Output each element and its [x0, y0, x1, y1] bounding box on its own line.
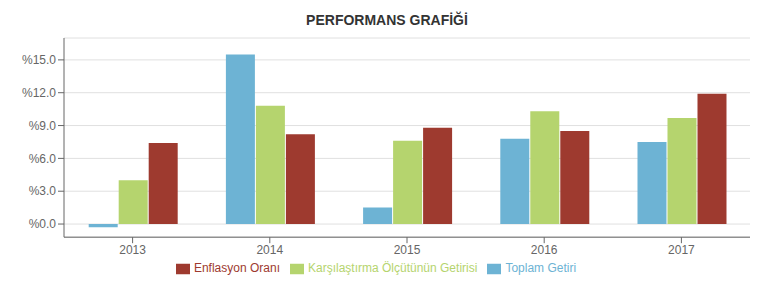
svg-text:%0.0: %0.0: [29, 217, 57, 231]
svg-text:%15.0: %15.0: [22, 53, 56, 67]
svg-text:2015: 2015: [394, 243, 421, 257]
svg-text:%9.0: %9.0: [29, 119, 57, 133]
svg-text:%6.0: %6.0: [29, 152, 57, 166]
svg-text:%12.0: %12.0: [22, 86, 56, 100]
svg-text:2014: 2014: [256, 243, 283, 257]
svg-text:2017: 2017: [668, 243, 695, 257]
html-text:Karşılaştırma Ölçütünün Getiri: Karşılaştırma Ölçütünün Getirisi: [308, 261, 478, 276]
svg-text:2016: 2016: [531, 243, 558, 257]
html-text:Enflasyon Oranı: Enflasyon Oranı: [193, 261, 280, 276]
svg-text:%3.0: %3.0: [29, 184, 57, 198]
html-text:PERFORMANS GRAFİĞİ: PERFORMANS GRAFİĞİ: [306, 12, 468, 28]
svg-text:2013: 2013: [119, 243, 146, 257]
html-text:Toplam Getiri: Toplam Getiri: [505, 261, 577, 276]
